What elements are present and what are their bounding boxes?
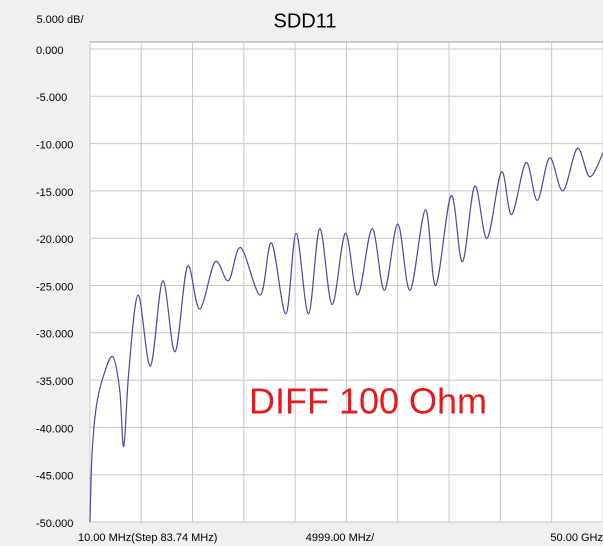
y-tick-label: -30.000 (36, 329, 73, 341)
y-tick-label: -35.000 (36, 376, 73, 388)
y-tick-label: -5.000 (36, 92, 67, 104)
y-tick-label: -40.000 (36, 423, 73, 435)
y-tick-label: -45.000 (36, 471, 73, 483)
x-start-label: 10.00 MHz(Step 83.74 MHz) (78, 532, 217, 544)
y-tick-label: -20.000 (36, 234, 73, 246)
annotation: DIFF 100 Ohm (249, 381, 487, 422)
y-tick-label: 0.000 (36, 45, 64, 57)
x-end-label: 50.00 GHz (550, 532, 603, 544)
y-tick-label: -25.000 (36, 281, 73, 293)
y-tick-label: -50.000 (36, 518, 73, 530)
chart-title: SDD11 (274, 10, 337, 32)
scale-label: 5.000 dB/ (36, 14, 84, 26)
y-tick-label: -15.000 (36, 187, 73, 199)
trace (89, 147, 603, 523)
y-tick-label: -10.000 (36, 140, 73, 152)
x-center-label: 4999.00 MHz/ (306, 532, 375, 544)
